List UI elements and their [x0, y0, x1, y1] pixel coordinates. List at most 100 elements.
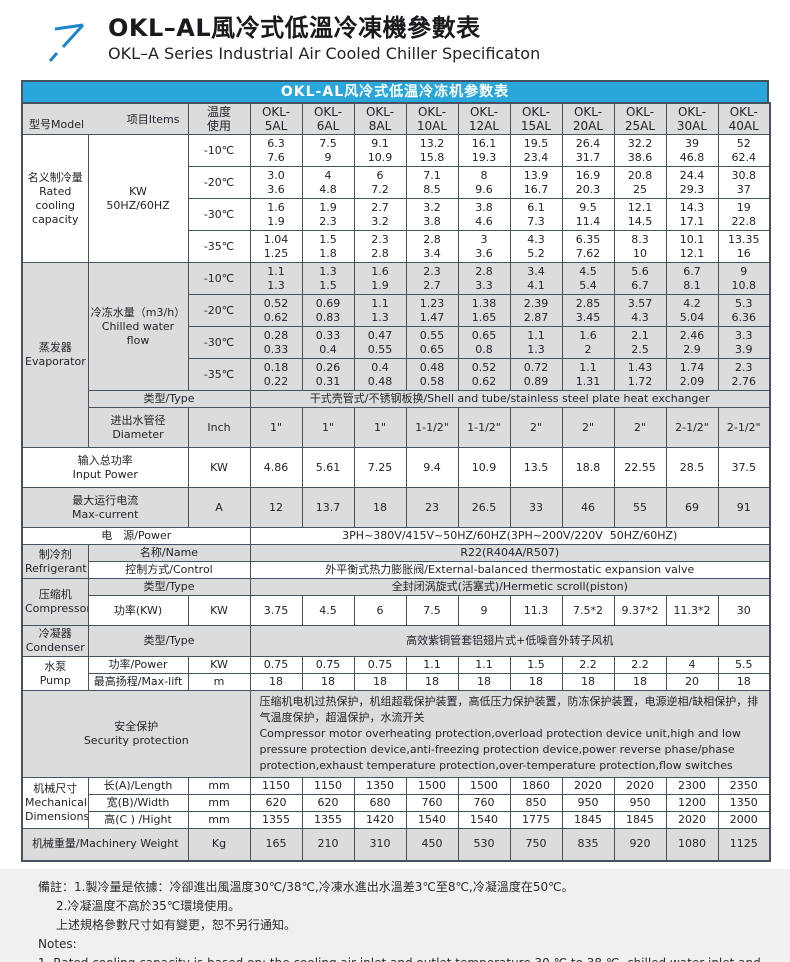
value-cell: 920	[613, 828, 667, 861]
value-cell: 5.6 6.7	[613, 262, 667, 295]
col-header-model: OKL- 15AL	[509, 102, 563, 135]
value-cell: 0.28 0.33	[249, 326, 303, 359]
value-cell: 2020	[561, 777, 615, 795]
table-row: -20℃ 3.0 3.6 4 4.8 6 7.2 7.1 8.5 8 9.6 13.9 16…	[22, 166, 771, 199]
value-cell: 3.57 4.3	[613, 294, 667, 327]
value-cell: 16.1 19.3	[457, 134, 511, 167]
value-cell: 1.6 1.9	[249, 198, 303, 231]
refrigerant-control-value: 外平衡式热力膨胀阀/External-balanced thermostatic…	[249, 561, 771, 579]
value-cell: 2"	[613, 407, 667, 448]
value-cell: 18	[717, 673, 771, 691]
value-cell: 3.75	[249, 595, 303, 626]
value-cell: 19 22.8	[717, 198, 771, 231]
row-label-rated-cooling-capacity: 名义制冷量 Rated cooling capacity	[21, 134, 89, 263]
value-cell: 18	[405, 673, 459, 691]
table-row: 高(C ) /Hight mm 1355 1355 1420 1540 1540 1775 18…	[22, 811, 771, 829]
value-cell: 1.23 1.47	[405, 294, 459, 327]
row-label-machinery-weight: 机械重量/Machinery Weight	[21, 828, 189, 861]
value-cell: 1200	[665, 794, 719, 812]
unit-label: Inch	[187, 407, 251, 448]
value-cell: 8 9.6	[457, 166, 511, 199]
value-cell: 7.1 8.5	[405, 166, 459, 199]
value-cell: 1.04 1.25	[249, 230, 303, 263]
value-cell: 1350	[717, 794, 771, 812]
value-cell: 2.3 2.7	[405, 262, 459, 295]
unit-label: mm	[187, 811, 251, 829]
temp-label: -35℃	[187, 230, 251, 263]
value-cell: 30.8 37	[717, 166, 771, 199]
value-cell: 0.75	[353, 656, 407, 674]
value-cell: 20.8 25	[613, 166, 667, 199]
evaporator-type-value: 干式壳管式/不锈钢板换/Shell and tube/stainless ste…	[249, 390, 771, 408]
table-row: 控制方式/Control 外平衡式热力膨胀阀/External-balanced …	[22, 561, 771, 579]
value-cell: 2"	[509, 407, 563, 448]
value-cell: 2.1 2.5	[613, 326, 667, 359]
value-cell: 55	[613, 487, 667, 528]
value-cell: 1.9 2.3	[301, 198, 355, 231]
value-cell: 1125	[717, 828, 771, 861]
value-cell: 2020	[665, 811, 719, 829]
value-cell: 5.5	[717, 656, 771, 674]
row-label-compressor-type: 类型/Type	[87, 578, 251, 596]
value-cell: 950	[561, 794, 615, 812]
temp-label: -35℃	[187, 358, 251, 391]
value-cell: 620	[301, 794, 355, 812]
table-row: 输入总功率 Input Power KW 4.86 5.61 7.25 9.4 10.9 13…	[21, 447, 771, 488]
row-label-input-power: 输入总功率 Input Power	[21, 447, 189, 488]
value-cell: 680	[353, 794, 407, 812]
value-cell: 1420	[353, 811, 407, 829]
value-cell: 9.4	[405, 447, 459, 488]
unit-label: m	[187, 673, 251, 691]
value-cell: 20	[665, 673, 719, 691]
value-cell: 3.8 4.6	[457, 198, 511, 231]
table-row: 机械尺寸 Mechanical Dimensions 长(A)/Length mm 1…	[21, 777, 771, 829]
value-cell: 2.3 2.8	[353, 230, 407, 263]
value-cell: 1-1/2"	[405, 407, 459, 448]
value-cell: 1.6 2	[561, 326, 615, 359]
row-label-refrigerant-control: 控制方式/Control	[87, 561, 251, 579]
value-cell: 0.52 0.62	[249, 294, 303, 327]
value-cell: 5.61	[301, 447, 355, 488]
value-cell: 26.4 31.7	[561, 134, 615, 167]
title-block: OKL–AL風冷式低溫冷凍機參數表 OKL–A Series Industria…	[0, 0, 790, 80]
unit-label: Kg	[187, 828, 251, 861]
value-cell: 1.1	[457, 656, 511, 674]
col-header-model: OKL- 6AL	[301, 102, 355, 135]
value-cell: 1"	[249, 407, 303, 448]
value-cell: 19.5 23.4	[509, 134, 563, 167]
condenser-type-value: 高效紫铜管套铝翅片式+低噪音外转子风机	[249, 625, 771, 657]
value-cell: 24.4 29.3	[665, 166, 719, 199]
value-cell: 13.7	[301, 487, 355, 528]
row-label-length: 长(A)/Length	[87, 777, 189, 795]
row-label-pump: 水泵 Pump	[21, 656, 89, 691]
table-row: 进出水管径 Diameter Inch 1" 1" 1" 1-1/2" 1-1/2" 2" 2"…	[22, 407, 771, 448]
value-cell: 28.5	[665, 447, 719, 488]
value-cell: 52 62.4	[717, 134, 771, 167]
value-cell: 0.55 0.65	[405, 326, 459, 359]
items-label: 项目Items	[126, 113, 180, 126]
value-cell: 7.5*2	[561, 595, 615, 626]
value-cell: 9.1 10.9	[353, 134, 407, 167]
value-cell: 1500	[457, 777, 511, 795]
notes-section: 備註：1.製冷量是依據：冷卻進出風溫度30℃/38℃,冷凍水進出水溫差3℃至8℃…	[0, 868, 790, 962]
row-label-pump-power: 功率/Power	[87, 656, 189, 674]
row-label-compressor-power: 功率(KW)	[87, 595, 189, 626]
row-label-condenser: 冷凝器 Condenser	[21, 625, 89, 657]
value-cell: 1540	[405, 811, 459, 829]
table-row: 最大运行电流 Max-current A 12 13.7 18 23 26.5 33 46 55 6…	[21, 487, 771, 528]
table-row: -20℃ 0.52 0.62 0.69 0.83 1.1 1.3 1.23 1.47 1.…	[22, 294, 771, 327]
value-cell: 2.3 2.76	[717, 358, 771, 391]
value-cell: 3.3 3.9	[717, 326, 771, 359]
col-header-model: OKL- 5AL	[249, 102, 303, 135]
value-cell: 2020	[613, 777, 667, 795]
value-cell: 760	[405, 794, 459, 812]
value-cell: 30	[717, 595, 771, 626]
row-label-refrigerant: 制冷剂 Refrigerant	[21, 544, 89, 579]
value-cell: 18	[509, 673, 563, 691]
value-cell: 12.1 14.5	[613, 198, 667, 231]
value-cell: 8.3 10	[613, 230, 667, 263]
table-row: -35℃ 1.04 1.25 1.5 1.8 2.3 2.8 2.8 3.4 3 3.6 4…	[22, 230, 771, 263]
row-label-security-protection: 安全保护 Security protection	[21, 690, 251, 778]
value-cell: 6	[353, 595, 407, 626]
value-cell: 0.47 0.55	[353, 326, 407, 359]
